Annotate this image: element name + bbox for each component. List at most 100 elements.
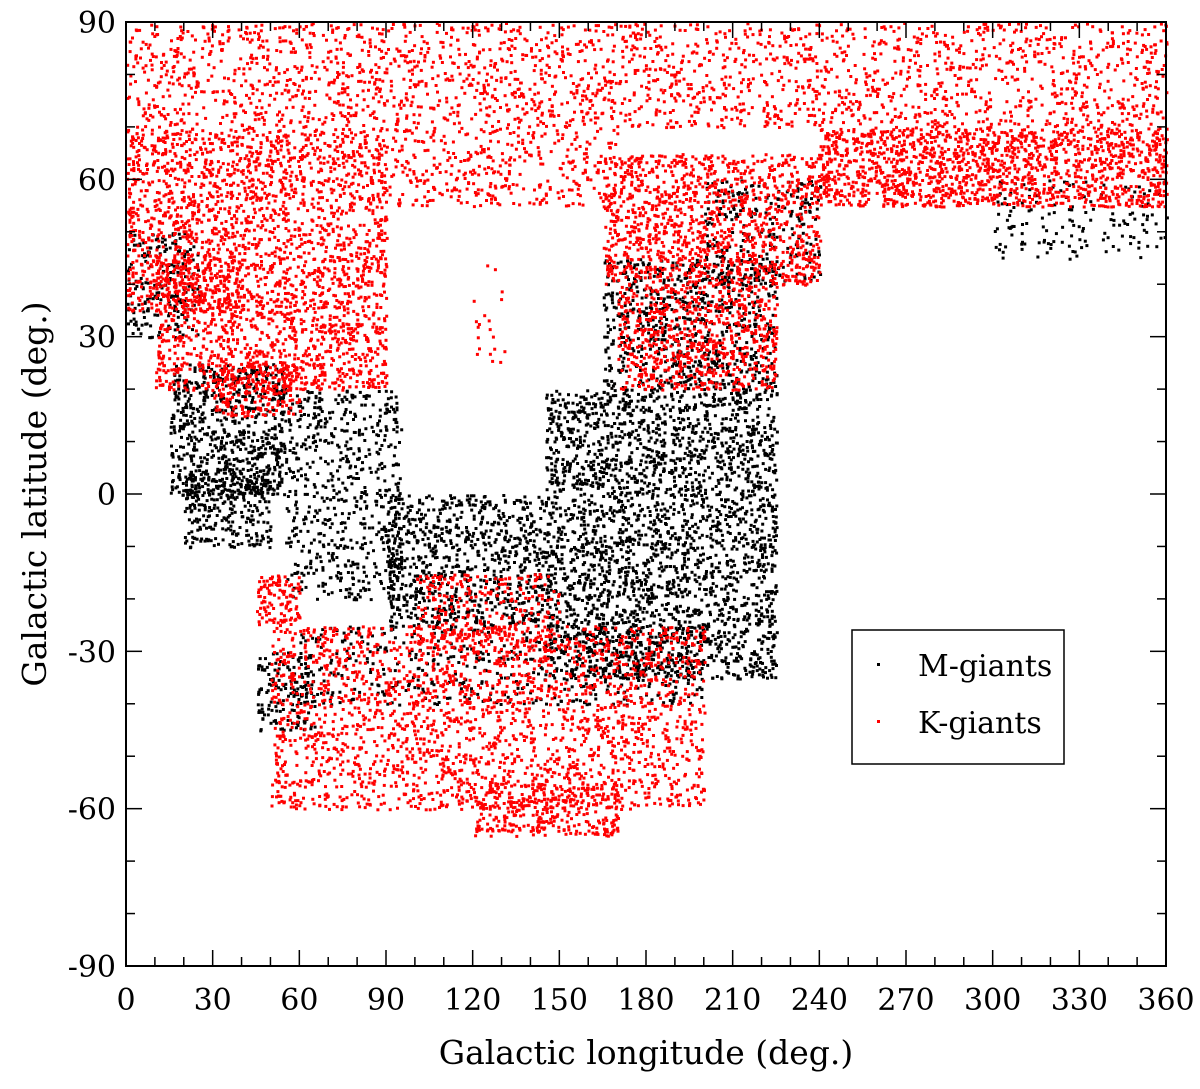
m-giants-point	[251, 396, 255, 399]
m-giants-point	[756, 527, 760, 531]
m-giants-point	[471, 608, 475, 612]
m-giants-point	[392, 407, 395, 411]
m-giants-point	[210, 479, 214, 483]
m-giants-point	[646, 588, 650, 592]
m-giants-point	[544, 560, 548, 564]
m-giants-point	[585, 540, 589, 543]
m-giants-point	[609, 473, 613, 477]
m-giants-point	[676, 670, 680, 673]
m-giants-point	[255, 486, 259, 490]
m-giants-point	[704, 572, 708, 576]
m-giants-point	[561, 577, 565, 581]
m-giants-point	[189, 454, 193, 458]
m-giants-point	[183, 466, 187, 470]
m-giants-point	[713, 445, 717, 449]
m-giants-point	[468, 598, 472, 602]
m-giants-point	[607, 561, 611, 565]
m-giants-point	[632, 611, 636, 615]
m-giants-point	[604, 545, 608, 548]
m-giants-point	[773, 463, 777, 467]
m-giants-point	[644, 533, 648, 537]
m-giants-point	[550, 430, 554, 434]
m-giants-point	[728, 532, 732, 535]
m-giants-point	[204, 472, 207, 476]
m-giants-point	[298, 417, 302, 421]
m-giants-point	[638, 503, 642, 507]
m-giants-point	[665, 674, 669, 678]
m-giants-point	[573, 531, 577, 535]
m-giants-point	[658, 433, 662, 437]
m-giants-point	[206, 483, 210, 487]
m-giants-point	[195, 437, 199, 441]
m-giants-point	[563, 572, 567, 576]
m-giants-point	[132, 317, 136, 321]
m-giants-point	[205, 499, 209, 503]
m-giants-point	[516, 597, 519, 601]
m-giants-point	[289, 440, 293, 444]
m-giants-point	[493, 558, 497, 562]
m-giants-point	[254, 481, 258, 484]
m-giants-point	[589, 468, 593, 472]
m-giants-point	[578, 478, 582, 482]
m-giants-point	[199, 464, 203, 468]
m-giants-point	[419, 520, 423, 524]
m-giants-point	[681, 595, 685, 599]
m-giants-point	[411, 556, 415, 560]
m-giants-point	[628, 636, 632, 639]
m-giants-point	[599, 594, 603, 597]
m-giants-point	[525, 586, 529, 590]
m-giants-point	[182, 424, 186, 428]
m-giants-point	[362, 586, 366, 590]
m-giants-point	[706, 430, 710, 434]
m-giants-point	[720, 544, 724, 548]
m-giants-point	[210, 394, 214, 397]
m-giants-point	[715, 508, 719, 512]
m-giants-point	[671, 405, 675, 409]
m-giants-point	[573, 594, 577, 598]
m-giants-point	[176, 464, 180, 468]
m-giants-point	[757, 576, 761, 580]
m-giants-point	[204, 390, 208, 393]
m-giants-point	[767, 438, 771, 442]
m-giants-point	[583, 618, 587, 622]
m-giants-point	[680, 487, 684, 491]
m-giants-point	[547, 497, 551, 501]
m-giants-point	[479, 578, 483, 582]
m-giants-point	[465, 535, 469, 539]
m-giants-point	[245, 484, 248, 488]
m-giants-point	[591, 603, 595, 607]
m-giants-point	[674, 591, 678, 595]
m-giants-point	[180, 435, 183, 439]
m-giants-point	[616, 448, 620, 452]
m-giants-point	[758, 392, 762, 396]
m-giants-point	[190, 381, 194, 385]
m-giants-point	[697, 486, 701, 490]
m-giants-point	[757, 609, 761, 613]
m-giants-point	[351, 560, 355, 564]
m-giants-point	[755, 531, 759, 535]
m-giants-point	[746, 474, 750, 477]
m-giants-point	[621, 523, 625, 527]
m-giants-point	[583, 500, 587, 504]
m-giants-point	[339, 451, 343, 455]
m-giants-point	[137, 303, 141, 307]
m-giants-point	[225, 459, 229, 463]
m-giants-point	[581, 599, 584, 602]
m-giants-point	[197, 503, 201, 507]
m-giants-point	[618, 585, 622, 589]
m-giants-point	[330, 591, 334, 595]
m-giants-point	[182, 263, 185, 267]
m-giants-point	[176, 378, 180, 382]
m-giants-point	[673, 532, 677, 536]
m-giants-point	[557, 450, 561, 454]
m-giants-point	[132, 243, 136, 247]
m-giants-point	[241, 515, 245, 519]
m-giants-point	[602, 514, 606, 518]
m-giants-point	[454, 599, 458, 602]
m-giants-point	[242, 475, 246, 479]
m-giants-point	[482, 557, 486, 561]
m-giants-point	[663, 412, 667, 416]
m-giants-point	[677, 622, 681, 626]
m-giants-point	[471, 546, 475, 550]
m-giants-point	[227, 488, 231, 492]
